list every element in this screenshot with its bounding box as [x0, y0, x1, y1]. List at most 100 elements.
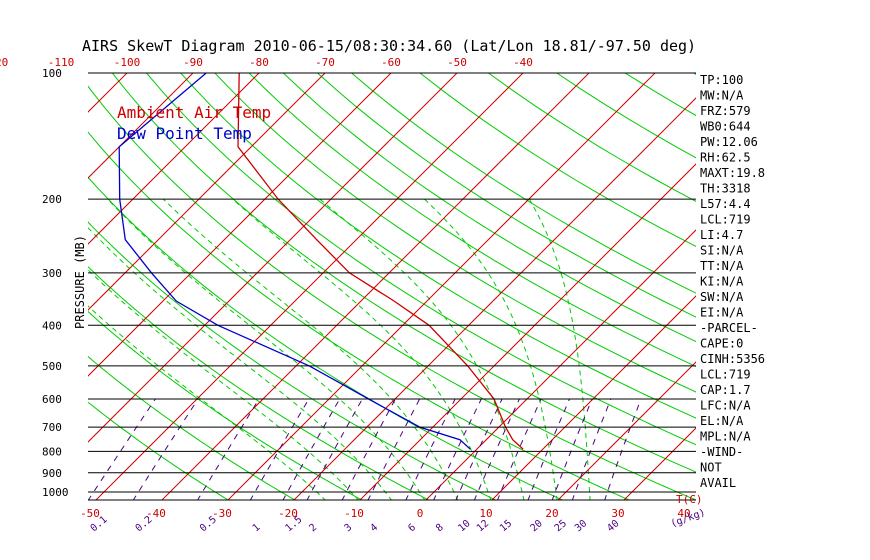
mixing-ratio-line — [496, 398, 542, 500]
pressure-tick-label: 400 — [42, 319, 62, 332]
pressure-tick-label: 500 — [42, 360, 62, 373]
mixing-ratio-line — [433, 398, 482, 500]
pressure-tick-label: 600 — [42, 393, 62, 406]
mixing-ratio-line — [405, 398, 456, 500]
top-temp-tick-label: -70 — [315, 56, 335, 69]
stat-item: FRZ:579 — [700, 104, 751, 118]
top-temp-tick-label: -40 — [513, 56, 533, 69]
mixing-ratio-label: 1 — [251, 522, 263, 534]
bottom-temp-tick-label: 20 — [545, 507, 558, 520]
isotherm — [425, 229, 696, 500]
dry-adiabat — [88, 310, 363, 500]
mixing-ratio-line — [197, 398, 260, 500]
moist-adiabat — [232, 198, 492, 500]
mixing-ratio-line — [249, 398, 310, 500]
dry-adiabat — [351, 73, 696, 294]
stat-item: PW:12.06 — [700, 135, 758, 149]
stat-item: RH:62.5 — [700, 151, 751, 165]
isotherm — [88, 73, 326, 311]
mixing-ratio-line — [88, 398, 156, 500]
pressure-tick-label: 800 — [42, 445, 62, 458]
dry-adiabat — [88, 401, 230, 500]
stat-item: LI:4.7 — [700, 228, 743, 242]
stat-item: CAPE:0 — [700, 337, 743, 351]
mixing-ratio-label: 15 — [498, 518, 514, 534]
dry-adiabat — [282, 73, 696, 343]
stat-item: EI:N/A — [700, 306, 744, 320]
mixing-ratio-line — [527, 398, 570, 500]
stat-item: CAP:1.7 — [700, 383, 751, 397]
stat-item: -PARCEL- — [700, 321, 758, 335]
legend: Ambient Air Temp Dew Point Temp — [117, 103, 271, 143]
mixing-ratio-line — [282, 398, 341, 500]
isotherm — [88, 73, 128, 113]
dry-adiabat — [88, 266, 430, 500]
bottom-temp-tick-label: 0 — [417, 507, 424, 520]
dry-adiabat — [88, 131, 631, 500]
stat-item: AVAIL — [700, 476, 736, 490]
stat-item: SW:N/A — [700, 290, 744, 304]
top-temp-tick-label: -120 — [0, 56, 8, 69]
legend-entry: Ambient Air Temp — [117, 103, 271, 122]
isotherm — [95, 73, 524, 500]
mixing-ratio-line — [132, 398, 199, 500]
isotherm — [161, 73, 590, 500]
mixing-ratio-label: 25 — [553, 518, 569, 534]
temperature-profile — [237, 73, 524, 450]
isotherm — [557, 361, 696, 500]
isotherm — [359, 163, 696, 500]
pressure-tick-label: 700 — [42, 421, 62, 434]
stat-item: EL:N/A — [700, 414, 744, 428]
stat-item: CINH:5356 — [700, 352, 765, 366]
dry-adiabat — [88, 176, 564, 500]
stat-item: L57:4.4 — [700, 197, 751, 211]
grid-layer — [0, 32, 870, 509]
moist-adiabat — [107, 198, 426, 500]
isotherm — [491, 295, 696, 500]
mixing-ratio-line — [604, 398, 642, 500]
mixing-ratio-line — [551, 398, 593, 500]
stat-item: MW:N/A — [700, 89, 744, 103]
stat-item: MPL:N/A — [700, 430, 751, 444]
top-temp-tick-label: -80 — [249, 56, 269, 69]
dry-adiabat — [488, 73, 696, 202]
stat-item: LCL:719 — [700, 368, 751, 382]
bottom-temp-tick-label: -20 — [278, 507, 298, 520]
mixing-ratio-label: 8 — [434, 522, 446, 534]
stat-item: MAXT:19.8 — [700, 166, 765, 180]
top-temp-tick-label: -110 — [48, 56, 75, 69]
dry-adiabat — [111, 73, 696, 473]
stat-item: -WIND- — [700, 445, 743, 459]
dry-adiabat — [419, 73, 696, 248]
isotherm — [88, 73, 458, 443]
moist-adiabat — [162, 198, 459, 500]
isotherm — [88, 73, 260, 245]
stat-item: SI:N/A — [700, 244, 744, 258]
isotherm — [0, 32, 36, 509]
stat-item: TP:100 — [700, 73, 743, 87]
dry-adiabat — [317, 73, 696, 318]
dry-adiabat — [830, 73, 870, 501]
pressure-tick-label: 900 — [42, 467, 62, 480]
mixing-ratio-line — [571, 398, 612, 500]
dry-adiabat — [88, 355, 296, 500]
mixing-ratio-line — [455, 398, 503, 500]
moist-adiabat — [88, 227, 393, 500]
stat-item: NOT — [700, 461, 722, 475]
bottom-temp-tick-label: 30 — [611, 507, 624, 520]
dry-adiabat — [248, 73, 696, 368]
mixing-ratio-label: 40 — [605, 518, 621, 534]
top-temp-tick-label: -50 — [447, 56, 467, 69]
mixing-ratio-label: 12 — [475, 518, 491, 534]
dry-adiabat — [180, 73, 696, 419]
top-temp-tick-label: -60 — [381, 56, 401, 69]
moist-adiabat — [88, 305, 326, 500]
top-temp-tick-label: -90 — [183, 56, 203, 69]
mixing-ratio-line — [341, 398, 396, 500]
stat-item: TH:3318 — [700, 182, 751, 196]
stat-item: LFC:N/A — [700, 399, 751, 413]
mixing-ratio-label: 2 — [307, 522, 319, 534]
isotherm — [227, 73, 656, 500]
